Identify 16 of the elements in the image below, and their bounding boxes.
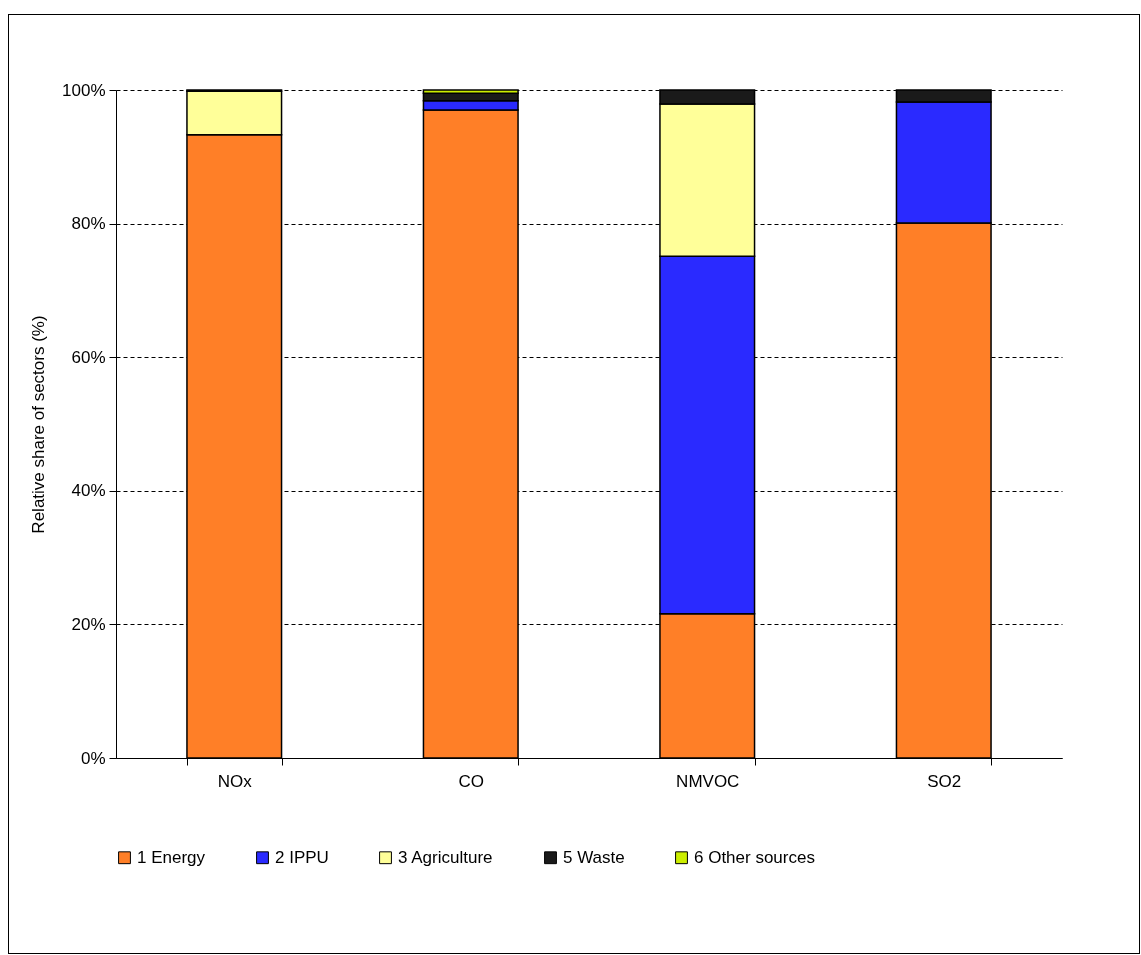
legend-label: 2 IPPU (275, 847, 329, 867)
legend-label: 6 Other sources (694, 847, 815, 867)
legend-label: 1 Energy (137, 847, 206, 867)
x-tick-label: NOx (217, 771, 253, 791)
y-tick-label: 20% (71, 614, 106, 634)
x-tick-label: SO2 (927, 771, 962, 791)
legend-label: 5 Waste (563, 847, 625, 867)
y-tick-label: 60% (71, 347, 106, 367)
x-tick-label: CO (458, 771, 484, 791)
y-tick-label: 80% (71, 214, 106, 234)
y-tick-label: 40% (71, 481, 106, 501)
x-tick-label: NMVOC (676, 771, 740, 791)
y-axis-title: Relative share of sectors (%) (29, 315, 49, 534)
legend-label: 3 Agriculture (398, 847, 493, 867)
y-tick-label: 100% (62, 80, 106, 100)
y-tick-label: 0% (80, 748, 106, 768)
